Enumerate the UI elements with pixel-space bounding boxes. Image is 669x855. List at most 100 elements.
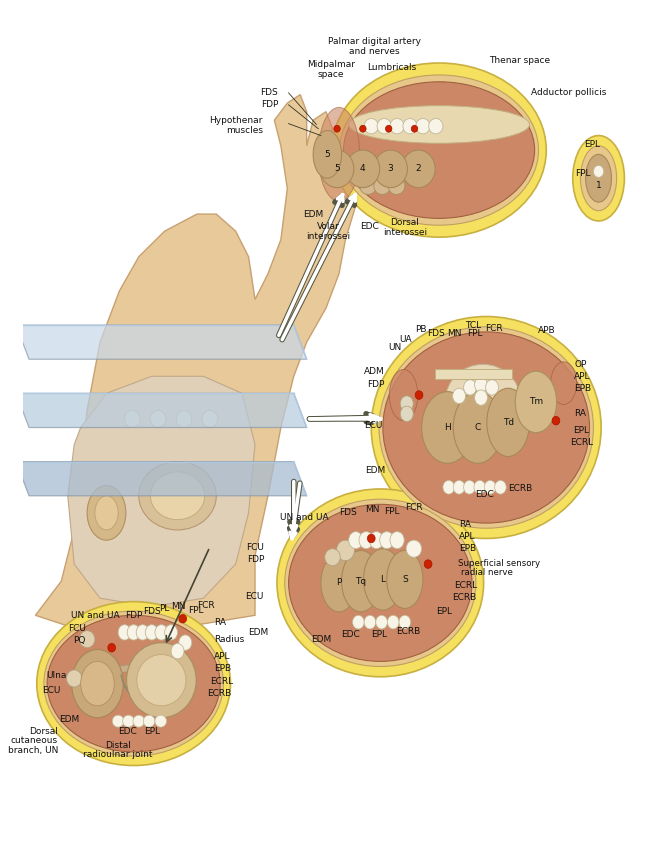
Text: FDS: FDS [260, 88, 278, 97]
Text: Radius: Radius [213, 634, 244, 644]
Text: UN: UN [388, 343, 401, 351]
Text: EDC: EDC [118, 727, 136, 736]
Ellipse shape [399, 616, 411, 629]
Text: muscles: muscles [225, 126, 263, 135]
Text: Td: Td [502, 418, 514, 427]
Ellipse shape [342, 551, 380, 612]
Text: EDC: EDC [341, 629, 360, 639]
Text: ECU: ECU [364, 422, 382, 430]
Text: 4: 4 [360, 164, 366, 174]
Text: MN: MN [365, 505, 380, 514]
Text: ECRL: ECRL [454, 581, 478, 590]
Ellipse shape [387, 616, 399, 629]
Ellipse shape [288, 504, 472, 662]
Ellipse shape [124, 410, 140, 428]
Text: EPL: EPL [573, 427, 589, 435]
Text: UN and UA: UN and UA [280, 514, 329, 522]
Ellipse shape [374, 177, 391, 194]
Ellipse shape [371, 316, 601, 539]
Text: Dorsal: Dorsal [391, 218, 419, 227]
Ellipse shape [484, 481, 496, 494]
Text: EPL: EPL [584, 139, 600, 149]
Ellipse shape [155, 715, 167, 727]
Text: FDS: FDS [427, 329, 445, 338]
Text: EDC: EDC [361, 221, 379, 231]
Ellipse shape [176, 410, 192, 428]
Ellipse shape [363, 549, 402, 610]
Text: ADM: ADM [364, 367, 385, 375]
Text: EPB: EPB [459, 545, 476, 553]
Ellipse shape [108, 644, 116, 652]
Text: UN and UA: UN and UA [71, 610, 120, 620]
Ellipse shape [379, 327, 593, 528]
Ellipse shape [552, 416, 560, 425]
Ellipse shape [353, 616, 364, 629]
Text: 5: 5 [334, 164, 340, 174]
Text: ECRL: ECRL [210, 677, 233, 687]
Text: Midpalmar: Midpalmar [307, 60, 355, 69]
Ellipse shape [443, 481, 454, 494]
Ellipse shape [400, 406, 413, 422]
Text: S: S [402, 575, 407, 584]
Text: interossei: interossei [306, 232, 351, 241]
Text: FCU: FCU [246, 543, 264, 551]
Ellipse shape [340, 75, 539, 225]
Ellipse shape [118, 625, 131, 640]
Ellipse shape [464, 481, 475, 494]
Ellipse shape [360, 126, 366, 133]
Text: MN: MN [447, 329, 461, 338]
Ellipse shape [474, 377, 488, 392]
Text: FCU: FCU [68, 624, 86, 634]
Ellipse shape [388, 177, 405, 194]
Ellipse shape [364, 119, 379, 134]
Polygon shape [16, 325, 306, 359]
Text: branch, UN: branch, UN [8, 746, 58, 755]
Polygon shape [435, 369, 512, 379]
Text: ECRB: ECRB [508, 485, 532, 493]
Ellipse shape [360, 177, 377, 194]
Text: FPL: FPL [188, 605, 203, 615]
Text: Dorsal: Dorsal [29, 727, 58, 736]
Ellipse shape [127, 625, 140, 640]
Text: Adductor pollicis: Adductor pollicis [531, 88, 607, 97]
Text: Palmar digital artery: Palmar digital artery [328, 37, 421, 46]
Ellipse shape [486, 380, 498, 395]
Text: FCR: FCR [405, 504, 423, 512]
Ellipse shape [454, 481, 465, 494]
Text: PL: PL [159, 604, 170, 613]
Ellipse shape [87, 486, 126, 540]
Ellipse shape [334, 126, 341, 133]
Ellipse shape [400, 396, 413, 411]
Text: PB: PB [415, 325, 427, 333]
Ellipse shape [411, 126, 417, 133]
Text: EDM: EDM [59, 715, 80, 724]
Ellipse shape [416, 119, 430, 134]
Text: FPL: FPL [575, 168, 590, 178]
Text: EDM: EDM [303, 209, 323, 219]
Ellipse shape [551, 362, 577, 404]
Ellipse shape [424, 560, 432, 569]
Text: EPB: EPB [213, 663, 231, 673]
Ellipse shape [376, 616, 387, 629]
Text: EPL: EPL [436, 607, 452, 616]
Text: FDP: FDP [261, 100, 278, 109]
Ellipse shape [122, 715, 134, 727]
Text: EDM: EDM [365, 466, 385, 475]
Ellipse shape [349, 106, 529, 144]
Ellipse shape [415, 391, 423, 399]
Text: EDM: EDM [248, 628, 268, 637]
Ellipse shape [313, 131, 342, 178]
Ellipse shape [332, 63, 547, 237]
Text: FCR: FCR [197, 600, 215, 610]
Ellipse shape [429, 119, 443, 134]
Ellipse shape [581, 146, 617, 210]
Ellipse shape [401, 150, 436, 187]
Ellipse shape [171, 644, 184, 659]
Ellipse shape [346, 150, 379, 187]
Ellipse shape [379, 532, 394, 549]
Ellipse shape [349, 532, 363, 549]
Text: Hypothenar: Hypothenar [209, 115, 263, 125]
Polygon shape [35, 95, 359, 633]
Ellipse shape [151, 472, 205, 520]
Text: ECRB: ECRB [397, 627, 421, 636]
